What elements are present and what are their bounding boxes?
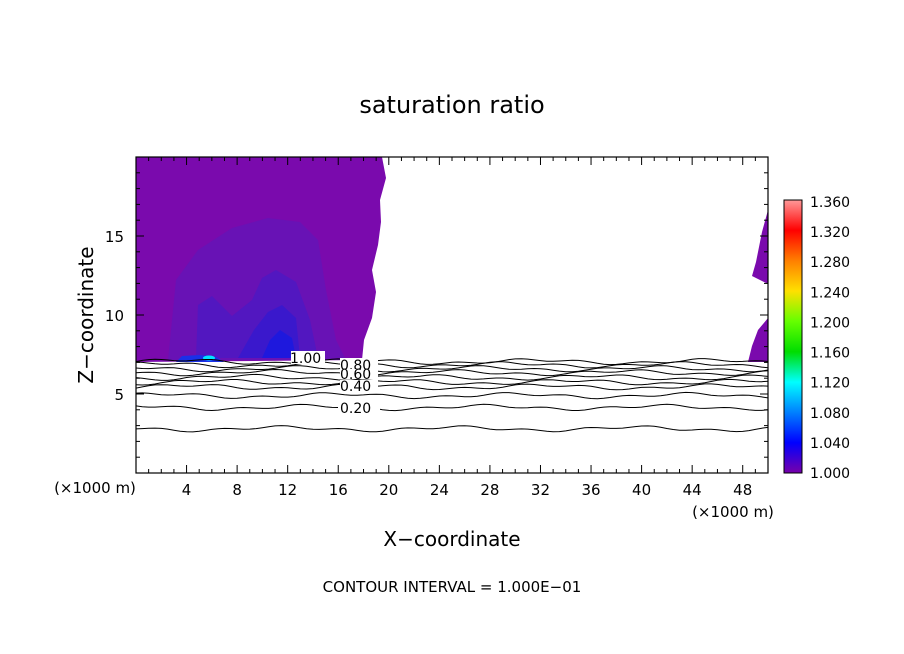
cloud-fill (136, 157, 768, 362)
contour-line-0-70 (136, 368, 768, 377)
contour-line-0-20 (136, 403, 768, 412)
cloud-region-right (748, 210, 768, 362)
x-tick-label: 24 (430, 481, 449, 499)
contour-line-0-90 (136, 361, 768, 369)
contour-label-0-60: 0.60 (340, 367, 371, 383)
contour-line-0-10 (136, 425, 768, 433)
x-unit-label-left: (×1000 m) (54, 479, 136, 497)
y-tick-labels: 5 10 15 (105, 228, 124, 404)
colorbar-tick-label: 1.160 (810, 346, 850, 362)
contour-lines (136, 358, 768, 433)
y-axis-label: Z−coordinate (74, 246, 98, 383)
colorbar-tick-label: 1.360 (810, 195, 850, 211)
contour-label-0-20: 0.20 (340, 401, 371, 417)
chart-title: saturation ratio (359, 91, 544, 119)
x-axis-label: X−coordinate (383, 527, 520, 551)
contour-line-0-30 (136, 391, 768, 400)
y-tick-label: 5 (114, 386, 124, 404)
contour-line-1-00 (136, 358, 768, 366)
x-unit-label-right: (×1000 m) (692, 503, 774, 521)
x-tick-label: 28 (480, 481, 499, 499)
contour-labels: 1.00 0.80 0.60 0.40 0.20 (290, 351, 380, 417)
x-tick-label: 20 (379, 481, 398, 499)
x-tick-label: 8 (232, 481, 242, 499)
colorbar-tick-label: 1.280 (810, 255, 850, 271)
x-tick-label: 48 (733, 481, 752, 499)
x-tick-label: 12 (278, 481, 297, 499)
x-tick-label: 40 (632, 481, 651, 499)
contour-label-0-40: 0.40 (340, 379, 371, 395)
y-tick-label: 10 (105, 307, 124, 325)
contour-line-0-50 (136, 378, 768, 386)
colorbar-tick-label: 1.240 (810, 285, 850, 301)
colorbar-tick-label: 1.320 (810, 225, 850, 241)
x-tick-label: 44 (683, 481, 702, 499)
contour-line-0-40 (136, 383, 768, 391)
cloud-level-1-08 (262, 330, 296, 358)
plot-area: 1.00 0.80 0.60 0.40 0.20 (135, 156, 769, 474)
y-tick-label: 15 (105, 228, 124, 246)
colorbar-scale (783, 199, 803, 474)
contour-line-0-80 (136, 365, 768, 373)
x-tick-label: 16 (329, 481, 348, 499)
x-tick-label: 36 (581, 481, 600, 499)
x-tick-label: 4 (182, 481, 192, 499)
axis-ticks (136, 157, 768, 473)
colorbar-tick-label: 1.200 (810, 315, 850, 331)
colorbar-tick-label: 1.080 (810, 406, 850, 422)
contour-line-0-60 (136, 373, 768, 381)
colorbar-tick-label: 1.040 (810, 436, 850, 452)
x-tick-label: 32 (531, 481, 550, 499)
x-tick-labels: 4 8 12 16 20 24 28 32 36 40 44 48 (182, 481, 752, 499)
contour-interval-note: CONTOUR INTERVAL = 1.000E−01 (323, 578, 582, 596)
colorbar-tick-label: 1.120 (810, 376, 850, 392)
colorbar-tick-label: 1.000 (810, 466, 850, 482)
colorbar-labels: 1.360 1.320 1.280 1.240 1.200 1.160 1.120 1.080… (810, 195, 850, 482)
colorbar (783, 199, 803, 474)
contour-label-1-00: 1.00 (290, 351, 321, 367)
